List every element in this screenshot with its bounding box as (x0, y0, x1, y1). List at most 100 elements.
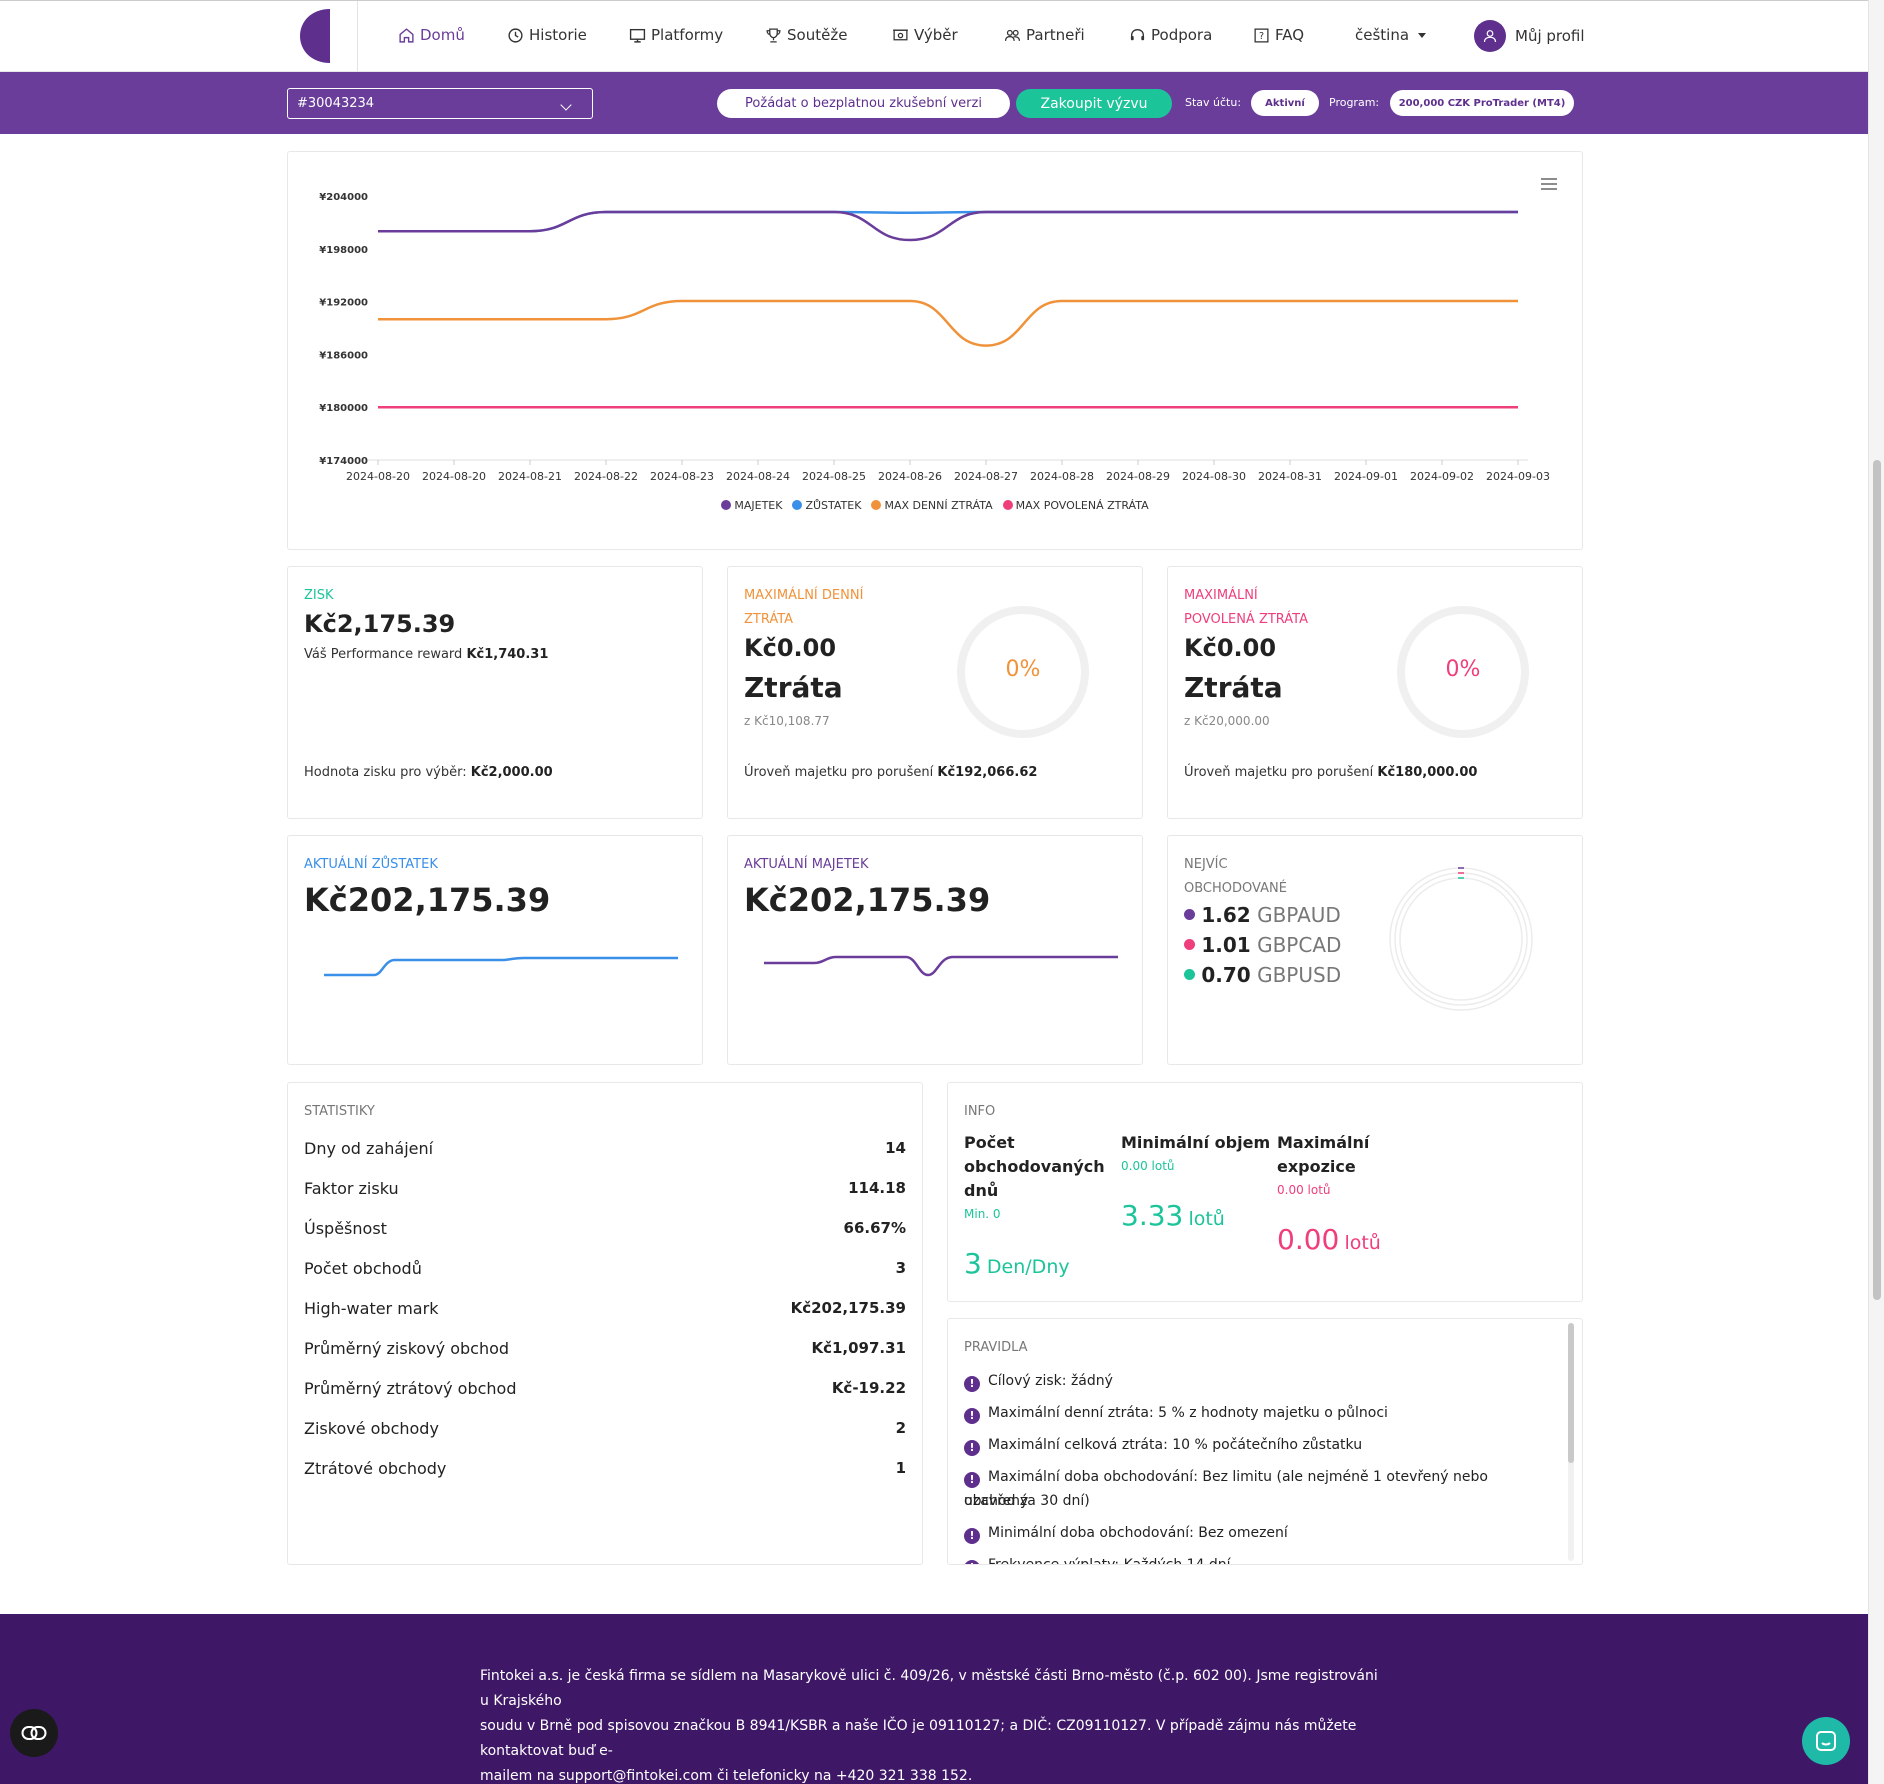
legend-item-equity[interactable]: MAJETEK (721, 499, 782, 512)
x-tick-label: 2024-08-30 (1182, 470, 1246, 483)
svg-text:?: ? (1259, 31, 1264, 42)
x-tick-label: 2024-08-31 (1258, 470, 1322, 483)
max-loss-value: Kč0.00 (1184, 634, 1277, 662)
stat-value: Kč-19.22 (831, 1379, 906, 1397)
chevron-down-icon (560, 99, 572, 111)
free-trial-button[interactable]: Požádat o bezplatnou zkušební verzi (717, 89, 1010, 118)
accessibility-button[interactable] (10, 1709, 58, 1757)
max-loss-percent: 0% (1445, 657, 1481, 682)
series-line-majetek[interactable] (378, 210, 1518, 242)
info-card: INFO Počet obchodovaných dnů Min. 0 3 Den/… (947, 1082, 1583, 1302)
y-tick-label: ¥186000 (319, 350, 368, 361)
stat-label: Průměrný ztrátový obchod (304, 1379, 517, 1398)
alert-icon: ! (964, 1376, 980, 1392)
profit-value: Kč2,175.39 (304, 610, 456, 638)
most-traded-item: 1.62 GBPAUD (1184, 903, 1341, 927)
alert-icon: ! (964, 1560, 980, 1564)
stat-label: Ztrátové obchody (304, 1459, 447, 1478)
account-select[interactable]: #30043234 (287, 88, 593, 119)
footer-text: Fintokei a.s. je česká firma se sídlem n… (480, 1668, 1378, 1784)
x-tick-label: 2024-09-03 (1486, 470, 1550, 483)
account-status-badge: Aktivní (1251, 90, 1319, 116)
buy-challenge-button[interactable]: Zakoupit výzvu (1016, 89, 1172, 118)
min-volume-value: 3.33 lotů (1121, 1199, 1225, 1232)
series-line-max-denní-ztráta[interactable] (377, 299, 1518, 347)
rules-scroll-thumb[interactable] (1568, 1323, 1574, 1463)
nav-withdraw[interactable]: Výběr (892, 23, 958, 47)
chat-button[interactable] (1802, 1717, 1850, 1765)
nav-contests[interactable]: Soutěže (765, 23, 847, 47)
stat-label: Průměrný ziskový obchod (304, 1339, 510, 1358)
current-equity-label: AKTUÁLNÍ MAJETEK (744, 857, 869, 872)
headset-icon (1130, 28, 1145, 40)
current-equity-value: Kč202,175.39 (744, 881, 991, 919)
x-tick-label: 2024-08-20 (346, 470, 410, 483)
current-balance-label: AKTUÁLNÍ ZŮSTATEK (304, 857, 438, 872)
nav-faq-label: FAQ (1275, 26, 1305, 44)
stat-row: Počet obchodů 3 (304, 1259, 906, 1283)
legend-item-balance[interactable]: ZŮSTATEK (792, 499, 861, 512)
alert-icon: ! (964, 1472, 980, 1488)
chart-legend: MAJETEK ZŮSTATEK MAX DENNÍ ZTRÁTA MAX PO… (288, 499, 1582, 512)
language-dropdown[interactable]: čeština (1355, 23, 1427, 47)
program-badge: 200,000 CZK ProTrader (MT4) (1390, 90, 1574, 116)
statistics-label: STATISTIKY (304, 1104, 375, 1119)
page-scroll-thumb[interactable] (1873, 460, 1881, 1300)
stat-row: Průměrný ziskový obchod Kč1,097.31 (304, 1339, 906, 1363)
page-scrollbar[interactable] (1868, 0, 1884, 1784)
equity-chart: ¥204000 ¥198000 ¥192000 ¥186000 ¥180000 ¥1740… (319, 192, 1550, 483)
nav-home[interactable]: Domů (398, 23, 465, 47)
withdraw-icon (893, 29, 908, 40)
profit-card: ZISK Kč2,175.39 Váš Performance reward K… (287, 566, 703, 819)
statistics-card: STATISTIKY Dny od zahájení 14 Faktor zisku… (287, 1082, 923, 1565)
trophy-icon (766, 27, 781, 43)
traded-days-min: Min. 0 (964, 1207, 1001, 1221)
nav-support[interactable]: Podpora (1129, 23, 1212, 47)
nav-platforms[interactable]: Platformy (629, 23, 723, 47)
nav-platforms-label: Platformy (651, 26, 724, 44)
stat-label: Ziskové obchody (304, 1419, 439, 1438)
nav-partners[interactable]: Partneři (1004, 23, 1085, 47)
nav-history-label: Historie (529, 26, 587, 44)
nav-partners-label: Partneři (1026, 26, 1085, 44)
legend-item-max-loss[interactable]: MAX POVOLENÁ ZTRÁTA (1002, 499, 1149, 512)
profile-button[interactable]: Můj profil (1474, 20, 1585, 52)
stat-label: High-water mark (304, 1299, 439, 1318)
user-icon (1483, 30, 1497, 43)
chat-icon (1816, 1731, 1836, 1751)
home-icon (399, 27, 414, 43)
traded-days-value: 3 Den/Dny (964, 1247, 1070, 1280)
alert-icon: ! (964, 1408, 980, 1424)
rule-item: ! Maximální celková ztráta: 10 % počátečn… (964, 1433, 1552, 1457)
rule-item: ! Maximální doba obchodování: Bez limitu … (964, 1469, 1488, 1509)
x-tick-label: 2024-09-02 (1410, 470, 1474, 483)
max-exposure-value: 0.00 lotů (1277, 1223, 1381, 1256)
top-navigation: Domů Historie Platformy Soutěže Výběr Pa… (0, 0, 1868, 73)
language-label: čeština (1355, 26, 1410, 44)
legend-item-max-daily-loss[interactable]: MAX DENNÍ ZTRÁTA (871, 499, 993, 512)
users-icon (1004, 29, 1021, 41)
account-number: #30043234 (297, 96, 375, 111)
max-exposure-min: 0.00 lotů (1277, 1183, 1331, 1197)
stat-row: Dny od zahájení 14 (304, 1139, 906, 1163)
max-daily-loss-value: Kč0.00 (744, 634, 837, 662)
rule-item: ! Maximální denní ztráta: 5 % z hodnoty m… (964, 1401, 1552, 1425)
rules-label: PRAVIDLA (964, 1340, 1028, 1355)
max-daily-loss-percent: 0% (1005, 657, 1041, 682)
avatar (1474, 20, 1506, 52)
rules-scrollbar[interactable] (1568, 1323, 1574, 1561)
x-tick-label: 2024-08-21 (498, 470, 562, 483)
stat-label: Počet obchodů (304, 1259, 422, 1278)
max-daily-loss-label-1: MAXIMÁLNÍ DENNÍ (744, 588, 864, 603)
withdrawable-profit: Hodnota zisku pro výběr: Kč2,000.00 (304, 765, 553, 780)
y-tick-label: ¥204000 (319, 192, 368, 203)
nav-faq[interactable]: ? FAQ (1253, 23, 1304, 47)
chart-menu-icon[interactable] (1541, 178, 1557, 190)
nav-history[interactable]: Historie (507, 23, 587, 47)
current-equity-card: AKTUÁLNÍ MAJETEK Kč202,175.39 (727, 835, 1143, 1065)
monitor-icon (629, 28, 646, 43)
equity-sparkline (764, 955, 1118, 977)
stat-row: Úspěšnost 66.67% (304, 1219, 906, 1243)
stat-row: Ztrátové obchody 1 (304, 1459, 906, 1483)
logo-icon[interactable] (300, 9, 330, 63)
